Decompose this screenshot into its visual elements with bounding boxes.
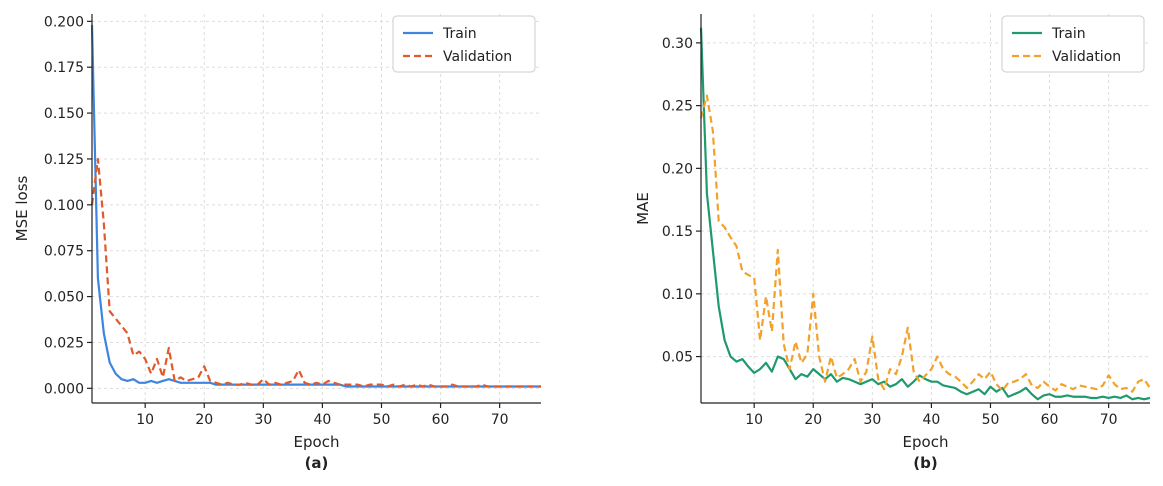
x-tick-label: 20: [195, 412, 213, 428]
x-tick-label: 60: [432, 412, 450, 428]
chart-panel-1: 10 20 30 40 50 60 70 0.000 0.025 0.050 0.075 0.100 0…: [13, 14, 541, 472]
x-tick-label: 50: [982, 412, 1000, 428]
y-tick-label: 0.200: [44, 14, 84, 30]
series-line-train: [90, 24, 541, 388]
x-tick-label: 70: [491, 412, 509, 428]
panel-caption: (a): [305, 454, 329, 472]
y-tick-label: 0.100: [44, 198, 84, 214]
y-tick-label: 0.30: [662, 36, 693, 52]
x-tick-label: 50: [373, 412, 391, 428]
series-line-train: [699, 27, 1151, 401]
legend-label-validation: Validation: [1052, 49, 1121, 65]
y-axis-label: MAE: [634, 192, 652, 225]
y-tick-label: 0.125: [44, 152, 84, 168]
x-tick-label: 40: [313, 412, 331, 428]
y-tick-label: 0.000: [44, 381, 84, 397]
legend-box: [1001, 15, 1145, 73]
legend-box: [392, 15, 536, 73]
y-tick-label: 0.20: [662, 161, 693, 177]
x-tick-label: 40: [922, 412, 940, 428]
legend-label-train: Train: [442, 26, 477, 42]
series-line-validation: [699, 94, 1151, 393]
series-line-validation: [90, 157, 541, 388]
x-tick-label: 30: [863, 412, 881, 428]
x-tick-label: 10: [136, 412, 154, 428]
x-axis-label: Epoch: [294, 433, 340, 451]
y-tick-label: 0.10: [662, 287, 693, 303]
x-tick-label: 20: [804, 412, 822, 428]
legend: Train Validation: [1001, 15, 1145, 73]
y-tick-label: 0.075: [44, 244, 84, 260]
y-tick-label: 0.25: [662, 99, 693, 115]
x-tick-label: 70: [1100, 412, 1118, 428]
y-tick-label: 0.175: [44, 60, 84, 76]
x-tick-label: 60: [1041, 412, 1059, 428]
panel-caption: (b): [913, 454, 937, 472]
y-tick-label: 0.15: [662, 224, 693, 240]
legend-label-validation: Validation: [443, 49, 512, 65]
y-tick-label: 0.150: [44, 106, 84, 122]
chart-panel-2: 10 20 30 40 50 60 70 0.05 0.10 0.15 0.20 0.25 0.30 Ep…: [634, 14, 1151, 472]
y-tick-label: 0.05: [662, 350, 693, 366]
legend-label-train: Train: [1051, 26, 1086, 42]
x-tick-label: 10: [745, 412, 763, 428]
x-axis-label: Epoch: [903, 433, 949, 451]
y-tick-label: 0.050: [44, 290, 84, 306]
x-tick-label: 30: [254, 412, 272, 428]
legend: Train Validation: [392, 15, 536, 73]
y-axis-label: MSE loss: [13, 175, 31, 241]
y-tick-label: 0.025: [44, 335, 84, 351]
